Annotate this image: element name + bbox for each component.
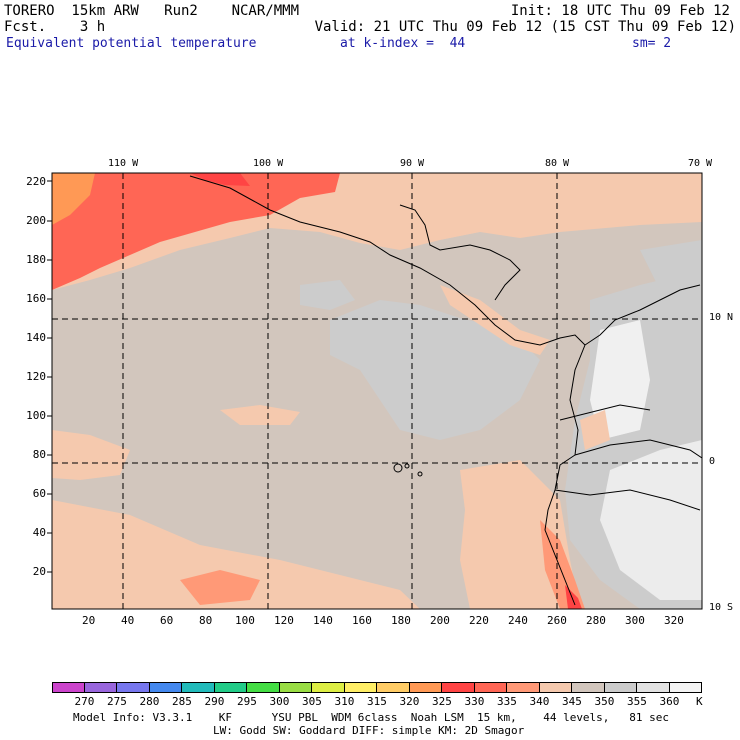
lon-label-90w: 90 W xyxy=(400,158,425,169)
map-frame xyxy=(51,172,703,610)
colorbar-swatch xyxy=(669,682,702,693)
colorbar-swatch xyxy=(117,682,150,693)
colorbar-label: 280 xyxy=(139,695,160,708)
init-time: Init: 18 UTC Thu 09 Feb 12 xyxy=(510,3,730,19)
warm-region-south xyxy=(52,500,420,609)
colorbar-label: 305 xyxy=(302,695,322,708)
cool-patch-ocean xyxy=(330,300,540,440)
x-tick: 140 xyxy=(313,614,333,627)
colorbar-label: 270 xyxy=(74,695,95,708)
colorbar-swatch xyxy=(52,682,85,693)
x-tick: 300 xyxy=(625,614,645,627)
y-tick: 220 xyxy=(26,175,46,188)
valid-time: Valid: 21 UTC Thu 09 Feb 12 (15 CST Thu … xyxy=(314,19,736,35)
y-tick: 200 xyxy=(26,214,46,227)
y-tick: 140 xyxy=(26,331,46,344)
level-index: at k-index = 44 xyxy=(340,36,466,51)
galapagos-islands xyxy=(393,463,403,473)
colorbar-swatch xyxy=(539,682,572,693)
colorbar-label: 275 xyxy=(107,695,127,708)
lat-label-10n: 10 N xyxy=(709,312,734,323)
colorbar-label: 340 xyxy=(529,695,550,708)
colorbar-swatch xyxy=(474,682,507,693)
colorbar-swatch xyxy=(507,682,540,693)
y-tick: 160 xyxy=(26,292,46,305)
colorbar-label: 320 xyxy=(399,695,420,708)
coastline-colombia xyxy=(584,284,701,346)
colorbar-label: 290 xyxy=(204,695,225,708)
colorbar-swatch xyxy=(409,682,442,693)
very-cool-region xyxy=(600,440,702,600)
x-tick: 260 xyxy=(547,614,567,627)
x-tick: 80 xyxy=(199,614,213,627)
y-tick: 20 xyxy=(32,565,46,578)
colorbar-swatch xyxy=(377,682,410,693)
y-tick: 40 xyxy=(32,526,46,539)
colorbar-label: 330 xyxy=(464,695,485,708)
x-tick: 320 xyxy=(664,614,684,627)
field-name: Equivalent potential temperature xyxy=(6,36,257,51)
colorbar-label: 325 xyxy=(432,695,452,708)
colorbar-swatch xyxy=(84,682,117,693)
lon-label-100w: 100 W xyxy=(253,158,284,169)
colorbar-swatch xyxy=(637,682,670,693)
colorbar-swatch xyxy=(442,682,475,693)
coastline-central-america xyxy=(189,175,586,346)
x-tick: 220 xyxy=(469,614,489,627)
colorbar-label: 345 xyxy=(562,695,582,708)
colorbar-swatch xyxy=(149,682,182,693)
colorbar-label: 295 xyxy=(237,695,257,708)
forecast-hour: Fcst. 3 h xyxy=(4,19,106,35)
colorbar-label: 335 xyxy=(497,695,517,708)
x-tick: 180 xyxy=(391,614,411,627)
colorbar-swatch xyxy=(182,682,215,693)
colorbar-swatch xyxy=(344,682,377,693)
colorbar-label: 360 xyxy=(659,695,680,708)
colorbar-label: 350 xyxy=(594,695,615,708)
colorbar-label: 310 xyxy=(334,695,355,708)
x-tick: 40 xyxy=(121,614,135,627)
smoothing: sm= 2 xyxy=(632,36,672,51)
hot-region-northwest xyxy=(52,173,340,290)
colorbar-label: 355 xyxy=(627,695,647,708)
y-tick: 100 xyxy=(26,409,46,422)
colorbar-swatch xyxy=(312,682,345,693)
x-tick: 200 xyxy=(430,614,450,627)
x-tick: 280 xyxy=(586,614,606,627)
lat-label-0: 0 xyxy=(709,456,716,467)
model-title: TORERO 15km ARW Run2 NCAR/MMM xyxy=(4,3,300,19)
x-tick: 100 xyxy=(235,614,255,627)
x-tick: 160 xyxy=(352,614,372,627)
lat-label-10s: 10 S xyxy=(709,602,734,613)
lon-label-110w: 110 W xyxy=(108,158,139,169)
colorbar-swatch xyxy=(279,682,312,693)
lon-label-80w: 80 W xyxy=(545,158,570,169)
y-tick: 60 xyxy=(32,487,46,500)
y-tick: 80 xyxy=(32,448,46,461)
model-info: Model Info: V3.3.1 KF YSU PBL WDM 6class… xyxy=(73,711,670,724)
colorbar-label: 300 xyxy=(269,695,290,708)
colorbar-unit: K xyxy=(696,695,703,708)
x-tick: 120 xyxy=(274,614,294,627)
lon-label-70w: 70 W xyxy=(688,158,713,169)
colorbar-swatch xyxy=(604,682,637,693)
colorbar-swatch xyxy=(214,682,247,693)
y-tick: 120 xyxy=(26,370,46,383)
graticule xyxy=(52,173,702,609)
x-tick: 20 xyxy=(82,614,96,627)
x-tick: 240 xyxy=(508,614,528,627)
y-tick: 180 xyxy=(26,253,46,266)
colorbar-label: 285 xyxy=(172,695,192,708)
colorbar-swatch xyxy=(247,682,280,693)
colorbar-label: 315 xyxy=(367,695,387,708)
colorbar-swatch xyxy=(572,682,605,693)
physics-info: LW: Godd SW: Goddard DIFF: simple KM: 2D… xyxy=(213,724,525,737)
x-tick: 60 xyxy=(160,614,174,627)
